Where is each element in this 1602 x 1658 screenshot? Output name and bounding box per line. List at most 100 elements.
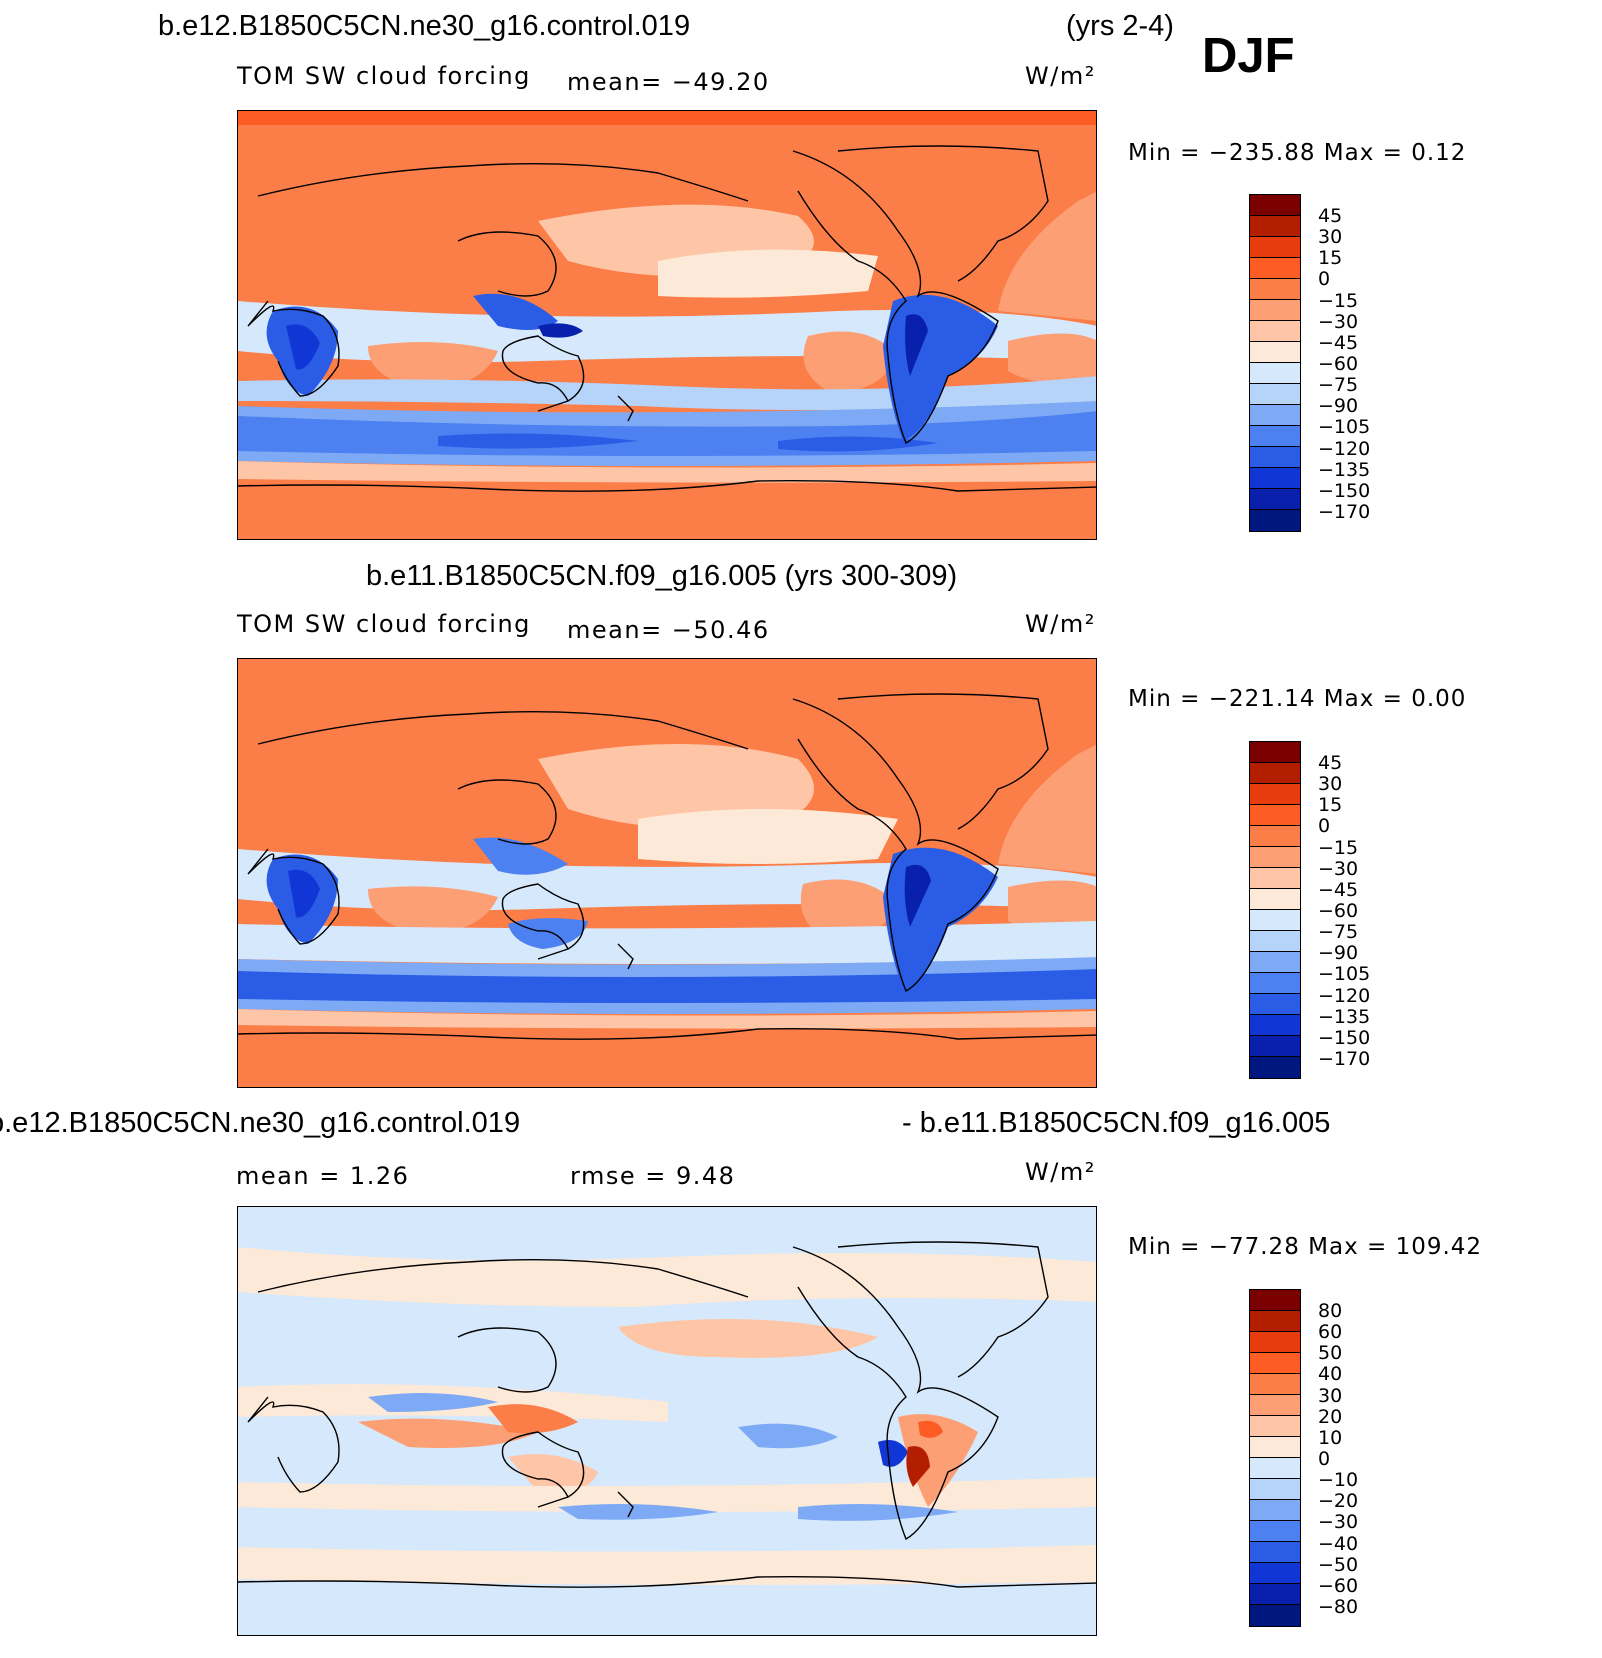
colorbar-tick-label: 15: [1318, 247, 1343, 270]
colorbar-swatch: [1250, 216, 1300, 237]
panel1-map: [237, 110, 1097, 540]
colorbar-swatch: [1250, 931, 1300, 952]
colorbar-tick-label: −50: [1318, 1553, 1359, 1576]
colorbar-tick-label: −170: [1318, 500, 1371, 523]
colorbar-swatch: [1250, 426, 1300, 447]
colorbar-tick-label: 45: [1318, 205, 1343, 227]
colorbar-tick-label: −90: [1318, 942, 1359, 965]
colorbar-tick-label: −75: [1318, 921, 1359, 944]
colorbar-swatch: [1250, 1479, 1300, 1500]
colorbar-swatch: [1250, 195, 1300, 216]
colorbar-tick-label: 15: [1318, 794, 1343, 817]
colorbar-swatch: [1250, 447, 1300, 468]
panel2-colorbar-labels: 45 30 15 0 −15 −30 −45 −60 −75 −90 −105 −120 −135 −15…: [1318, 752, 1371, 1070]
season-label: DJF: [1202, 29, 1295, 83]
colorbar-swatch: [1250, 363, 1300, 384]
colorbar-swatch: [1250, 1311, 1300, 1332]
panel3-rmse: rmse = 9.48: [570, 1162, 736, 1190]
colorbar-swatch: [1250, 321, 1300, 342]
colorbar-swatch: [1250, 784, 1300, 805]
panel2-colorbar: [1249, 741, 1301, 1079]
colorbar-swatch: [1250, 847, 1300, 868]
colorbar-swatch: [1250, 237, 1300, 258]
colorbar-swatch: [1250, 405, 1300, 426]
colorbar-tick-label: −20: [1318, 1490, 1359, 1513]
colorbar-tick-label: −60: [1318, 352, 1359, 375]
panel3-colorbar-labels: 80 60 50 40 30 20 10 0 −10 −20 −30 −40 −50 −60 −80: [1318, 1300, 1359, 1618]
colorbar-tick-label: 30: [1318, 226, 1343, 249]
panel2-minmax: Min = −221.14 Max = 0.00: [1128, 686, 1467, 712]
panel1-years: (yrs 2-4): [1066, 10, 1174, 42]
colorbar-swatch: [1250, 1521, 1300, 1542]
colorbar-swatch: [1250, 384, 1300, 405]
colorbar-tick-label: −45: [1318, 878, 1359, 901]
panel1-minmax: Min = −235.88 Max = 0.12: [1128, 140, 1467, 166]
colorbar-tick-label: 20: [1318, 1405, 1343, 1428]
panel2-map-svg: [238, 659, 1096, 1087]
colorbar-tick-label: 40: [1318, 1363, 1343, 1386]
colorbar-swatch: [1250, 1416, 1300, 1437]
panel1-map-svg: [238, 111, 1096, 539]
colorbar-tick-label: −135: [1318, 458, 1371, 481]
colorbar-tick-label: −150: [1318, 479, 1371, 502]
panel3-minmax: Min = −77.28 Max = 109.42: [1128, 1234, 1483, 1260]
colorbar-tick-label: −45: [1318, 331, 1359, 354]
colorbar-swatch: [1250, 952, 1300, 973]
panel2-variable: TOM SW cloud forcing: [237, 610, 531, 638]
colorbar-tick-label: 0: [1318, 1447, 1331, 1470]
colorbar-swatch: [1250, 489, 1300, 510]
colorbar-tick-label: −40: [1318, 1532, 1359, 1555]
colorbar-swatch: [1250, 1563, 1300, 1584]
colorbar-swatch: [1250, 1395, 1300, 1416]
colorbar-tick-label: −10: [1318, 1469, 1359, 1492]
colorbar-swatch: [1250, 468, 1300, 489]
colorbar-tick-label: −80: [1318, 1595, 1359, 1618]
colorbar-tick-label: −15: [1318, 836, 1359, 859]
colorbar-swatch: [1250, 1500, 1300, 1521]
colorbar-tick-label: −170: [1318, 1047, 1371, 1070]
colorbar-tick-label: 0: [1318, 268, 1331, 291]
colorbar-swatch: [1250, 279, 1300, 300]
panel3-units: W/m²: [1025, 1158, 1096, 1186]
colorbar-swatch: [1250, 889, 1300, 910]
colorbar-tick-label: 30: [1318, 1384, 1343, 1407]
colorbar-tick-label: 60: [1318, 1321, 1343, 1344]
colorbar-swatch: [1250, 1036, 1300, 1057]
colorbar-tick-label: −105: [1318, 963, 1371, 986]
colorbar-tick-label: −75: [1318, 374, 1359, 397]
colorbar-tick-label: 0: [1318, 815, 1331, 838]
colorbar-swatch: [1250, 868, 1300, 889]
panel2-map: [237, 658, 1097, 1088]
panel1-variable: TOM SW cloud forcing: [237, 62, 531, 90]
colorbar-tick-label: 30: [1318, 773, 1343, 796]
colorbar-swatch: [1250, 910, 1300, 931]
colorbar-swatch: [1250, 1542, 1300, 1563]
colorbar-tick-label: −30: [1318, 310, 1359, 333]
panel2-mean: mean= −50.46: [567, 616, 770, 644]
panel2-units: W/m²: [1025, 610, 1096, 638]
colorbar-swatch: [1250, 742, 1300, 763]
panel2-case-title: b.e11.B1850C5CN.f09_g16.005 (yrs 300-309…: [366, 560, 958, 592]
panel3-mean: mean = 1.26: [236, 1162, 410, 1190]
colorbar-tick-label: −30: [1318, 857, 1359, 880]
colorbar-swatch: [1250, 1290, 1300, 1311]
panel1-colorbar: [1249, 194, 1301, 532]
colorbar-tick-label: 80: [1318, 1300, 1343, 1322]
colorbar-tick-label: −90: [1318, 395, 1359, 418]
colorbar-tick-label: −60: [1318, 1574, 1359, 1597]
colorbar-swatch: [1250, 1605, 1300, 1626]
colorbar-swatch: [1250, 763, 1300, 784]
colorbar-swatch: [1250, 258, 1300, 279]
colorbar-tick-label: −120: [1318, 984, 1371, 1007]
panel3-colorbar: [1249, 1289, 1301, 1627]
colorbar-tick-label: −150: [1318, 1026, 1371, 1049]
colorbar-swatch: [1250, 1057, 1300, 1078]
colorbar-tick-label: 45: [1318, 752, 1343, 774]
colorbar-tick-label: −15: [1318, 289, 1359, 312]
panel1-case-title: b.e12.B1850C5CN.ne30_g16.control.019: [158, 10, 691, 42]
panel3-map: [237, 1206, 1097, 1636]
colorbar-swatch: [1250, 1015, 1300, 1036]
colorbar-swatch: [1250, 1458, 1300, 1479]
panel1-colorbar-labels: 45 30 15 0 −15 −30 −45 −60 −75 −90 −105 −120 −135 −15…: [1318, 205, 1371, 523]
colorbar-swatch: [1250, 1332, 1300, 1353]
